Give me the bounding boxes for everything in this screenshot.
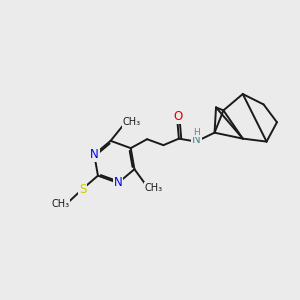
Text: N: N: [114, 176, 122, 190]
Text: H: H: [193, 128, 200, 136]
Text: N: N: [192, 133, 201, 146]
Text: CH₃: CH₃: [145, 183, 163, 193]
Text: CH₃: CH₃: [122, 117, 140, 128]
Text: O: O: [174, 110, 183, 123]
Text: CH₃: CH₃: [51, 200, 69, 209]
Text: N: N: [90, 148, 99, 161]
Text: S: S: [79, 182, 86, 196]
